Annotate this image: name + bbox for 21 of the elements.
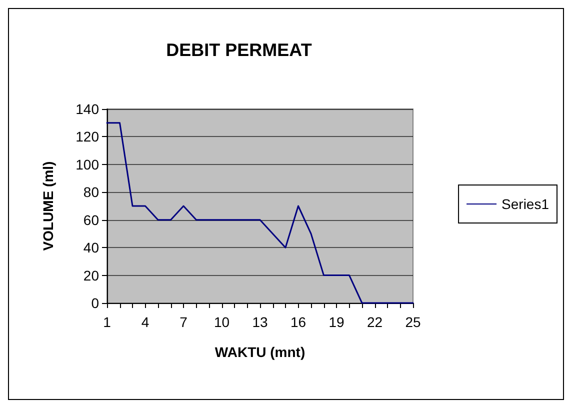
y-tick-label: 120	[76, 128, 100, 145]
y-axis-title: VOLUME (ml)	[40, 161, 56, 251]
x-tick-label: 1	[103, 314, 112, 330]
x-tick-label: 19	[328, 314, 344, 330]
x-tick-label: 22	[366, 314, 383, 330]
y-tick-label: 80	[83, 184, 100, 200]
x-tick-label: 10	[214, 314, 230, 330]
x-tick-label: 25	[405, 314, 421, 330]
x-tick-label: 16	[290, 314, 306, 330]
x-tick-label: 4	[141, 314, 150, 330]
y-tick-label: 20	[83, 267, 100, 284]
y-tick-label: 60	[83, 212, 100, 228]
y-tick-label: 40	[83, 240, 100, 256]
x-tick-label: 7	[180, 314, 188, 330]
y-tick-label: 0	[91, 295, 100, 311]
chart-title: DEBIT PERMEAT	[166, 40, 312, 60]
x-tick-label: 13	[252, 314, 268, 330]
legend-label: Series1	[502, 196, 550, 212]
y-tick-label: 140	[76, 101, 100, 117]
y-tick-label: 100	[76, 156, 100, 172]
x-axis-title: WAKTU (mnt)	[214, 344, 306, 360]
